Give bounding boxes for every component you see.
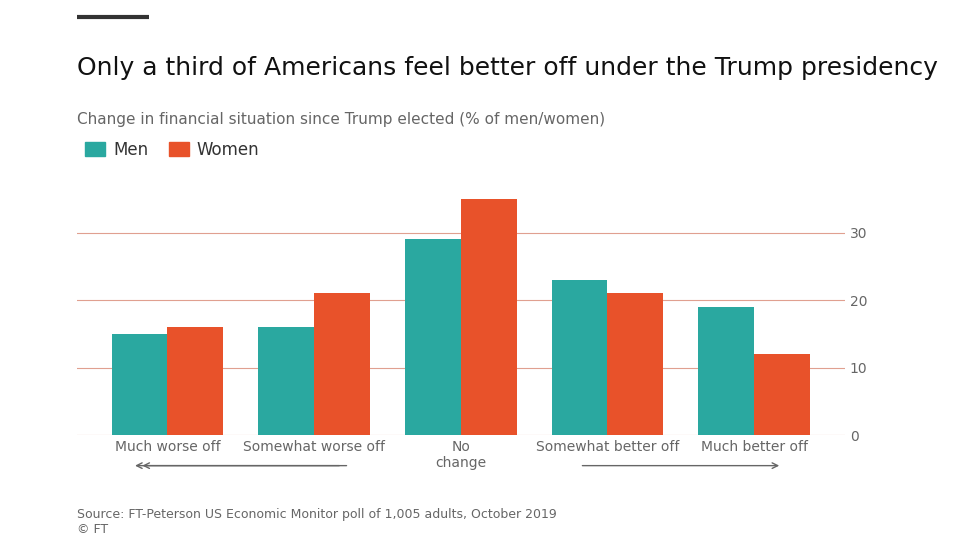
- Bar: [461, 199, 516, 435]
- Bar: [258, 327, 314, 435]
- Bar: [111, 334, 167, 435]
- Bar: [167, 327, 223, 435]
- Bar: [699, 307, 755, 435]
- Text: Change in financial situation since Trump elected (% of men/women): Change in financial situation since Trum…: [77, 112, 605, 127]
- Legend: Men, Women: Men, Women: [85, 141, 259, 158]
- Bar: [755, 354, 810, 435]
- Bar: [608, 294, 663, 435]
- Bar: [405, 239, 461, 435]
- Text: Only a third of Americans feel better off under the Trump presidency: Only a third of Americans feel better of…: [77, 56, 938, 80]
- Bar: [314, 294, 370, 435]
- Bar: [552, 280, 608, 435]
- Text: Source: FT-Peterson US Economic Monitor poll of 1,005 adults, October 2019
© FT: Source: FT-Peterson US Economic Monitor …: [77, 508, 557, 536]
